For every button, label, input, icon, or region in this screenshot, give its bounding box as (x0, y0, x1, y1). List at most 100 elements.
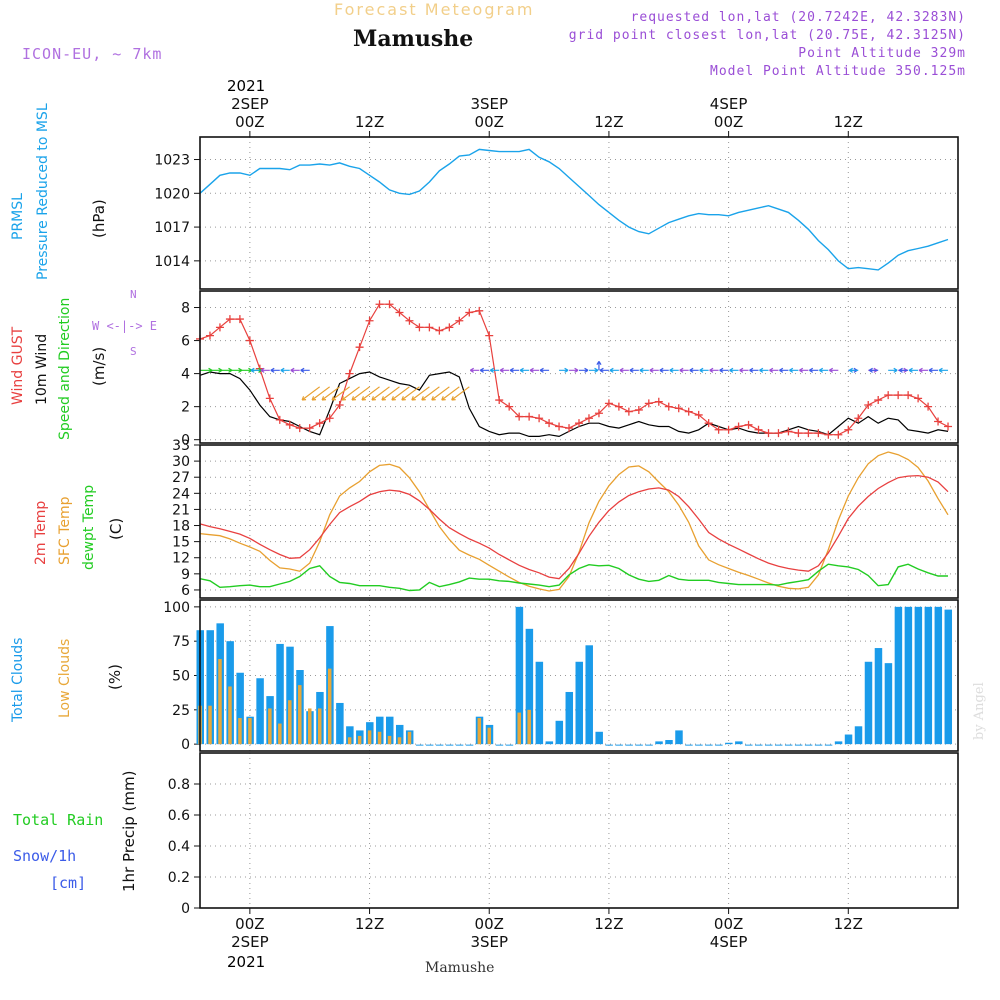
total-cloud-bar (595, 731, 603, 745)
total-cloud-bar (276, 643, 284, 745)
low-cloud-bar (407, 731, 412, 745)
gust-marker (624, 407, 633, 416)
gust-marker (844, 425, 853, 434)
wind-direction-arrow (918, 367, 929, 373)
y-tick-label: 0.4 (168, 839, 190, 855)
temp-2m-label: 2m Temp (33, 500, 49, 565)
total-cloud-bar (376, 716, 384, 745)
y-tick-label: 6 (181, 334, 190, 350)
wind-direction-arrow (689, 367, 699, 373)
total-cloud-bar (585, 645, 593, 745)
bottom-time-label: 12Z (355, 915, 384, 933)
wind-direction-arrow (270, 367, 280, 373)
bottom-time-label: 12Z (594, 915, 623, 933)
temp-unit: (C) (107, 517, 125, 540)
wind-speed-line (199, 371, 949, 438)
precip-rain-label: Total Rain (13, 811, 104, 829)
total-cloud-bar (834, 741, 843, 745)
y-tick-label: 25 (172, 703, 190, 719)
gust-marker (744, 420, 753, 429)
footer-station: Mamushe (425, 960, 495, 976)
wind-direction-arrow (649, 367, 659, 373)
total-cloud-bar (844, 734, 853, 745)
wind-direction-arrow (898, 367, 909, 373)
wind-direction-arrow (451, 386, 470, 401)
gust-marker (575, 419, 583, 428)
gust-marker (325, 414, 334, 423)
gust-marker (565, 424, 574, 433)
gust-marker (465, 308, 474, 317)
wind-direction-arrow (529, 367, 540, 373)
gust-marker (944, 422, 953, 431)
y-tick-label: 0.2 (168, 870, 190, 886)
wind-direction-arrow (619, 367, 629, 373)
temp-sfc-label: SFC Temp (57, 496, 73, 565)
low-cloud-bar (308, 708, 312, 745)
chart-title: Mamushe (353, 26, 474, 52)
low-cloud-bar (347, 737, 352, 745)
gust-marker (485, 331, 494, 340)
gust-marker (884, 391, 893, 400)
temp-dewpt-label: dewpt Temp (81, 484, 97, 570)
wind-direction-arrow (779, 367, 789, 373)
wind-direction-arrow (749, 367, 759, 373)
precip-snow-label: Snow/1h (13, 847, 77, 865)
panel-frame (199, 290, 959, 444)
gust-marker (355, 343, 364, 352)
y-tick-label: 1017 (154, 220, 190, 236)
low-cloud-bar (228, 686, 232, 745)
gust-marker (784, 427, 793, 436)
gust-marker (644, 399, 653, 408)
total-cloud-bar (894, 606, 903, 745)
total-cloud-bar (535, 661, 544, 745)
low-cloud-bar (527, 709, 531, 745)
wind-direction-arrow (679, 367, 689, 373)
total-cloud-bar (386, 716, 394, 745)
gust-marker (345, 369, 354, 378)
gust-marker (405, 316, 414, 325)
gust-marker (834, 430, 843, 439)
wind-direction-arrow (431, 386, 450, 401)
wind-direction-arrow (539, 367, 550, 373)
y-tick-label: 0 (181, 737, 190, 753)
total-cloud-bar (924, 606, 933, 745)
gust-marker (924, 402, 933, 411)
gust-marker (804, 429, 813, 438)
wind-direction-arrow (729, 367, 739, 373)
wind-direction-arrow (829, 367, 839, 373)
total-cloud-bar (286, 646, 294, 745)
gust-marker (694, 410, 703, 419)
model-label: ICON-EU, ~ 7km (22, 45, 163, 63)
wind-10m-label: 10m Wind (34, 333, 50, 405)
gust-marker (205, 331, 214, 340)
credit-watermark: by Angel (972, 682, 987, 740)
total-cloud-bar (395, 724, 404, 745)
gust-marker (475, 306, 484, 315)
y-tick-label: 0.6 (168, 808, 190, 824)
sfc-temp-line (199, 451, 949, 592)
total-cloud-bar (665, 740, 673, 745)
wind-direction-arrow (331, 386, 350, 401)
pressure-line (199, 148, 949, 271)
wind-direction-arrow (599, 367, 609, 373)
wind-direction-arrow (719, 367, 729, 373)
wind-direction-arrow (569, 367, 579, 373)
bottom-year-label: 2021 (227, 953, 266, 971)
wind-direction-arrow (280, 367, 290, 373)
gust-marker (375, 300, 384, 309)
gust-marker (674, 404, 683, 413)
y-tick-label: 0 (181, 433, 190, 449)
wind-direction-arrow (290, 367, 300, 373)
gust-marker (545, 419, 554, 428)
wind-direction-arrow (596, 360, 602, 371)
low-cloud-bar (278, 723, 282, 745)
chart-subtitle: Forecast Meteogram (334, 0, 535, 19)
y-tick-label: 24 (172, 486, 190, 502)
low-cloud-bar (248, 718, 252, 745)
clouds-unit: (%) (106, 664, 124, 690)
low-cloud-bar (268, 708, 272, 745)
pressure-label-1: PRMSL (10, 193, 26, 240)
precip-unit: 1hr Precip (mm) (120, 770, 138, 892)
top-time-label: 12Z (834, 113, 863, 131)
gust-marker (794, 429, 803, 438)
